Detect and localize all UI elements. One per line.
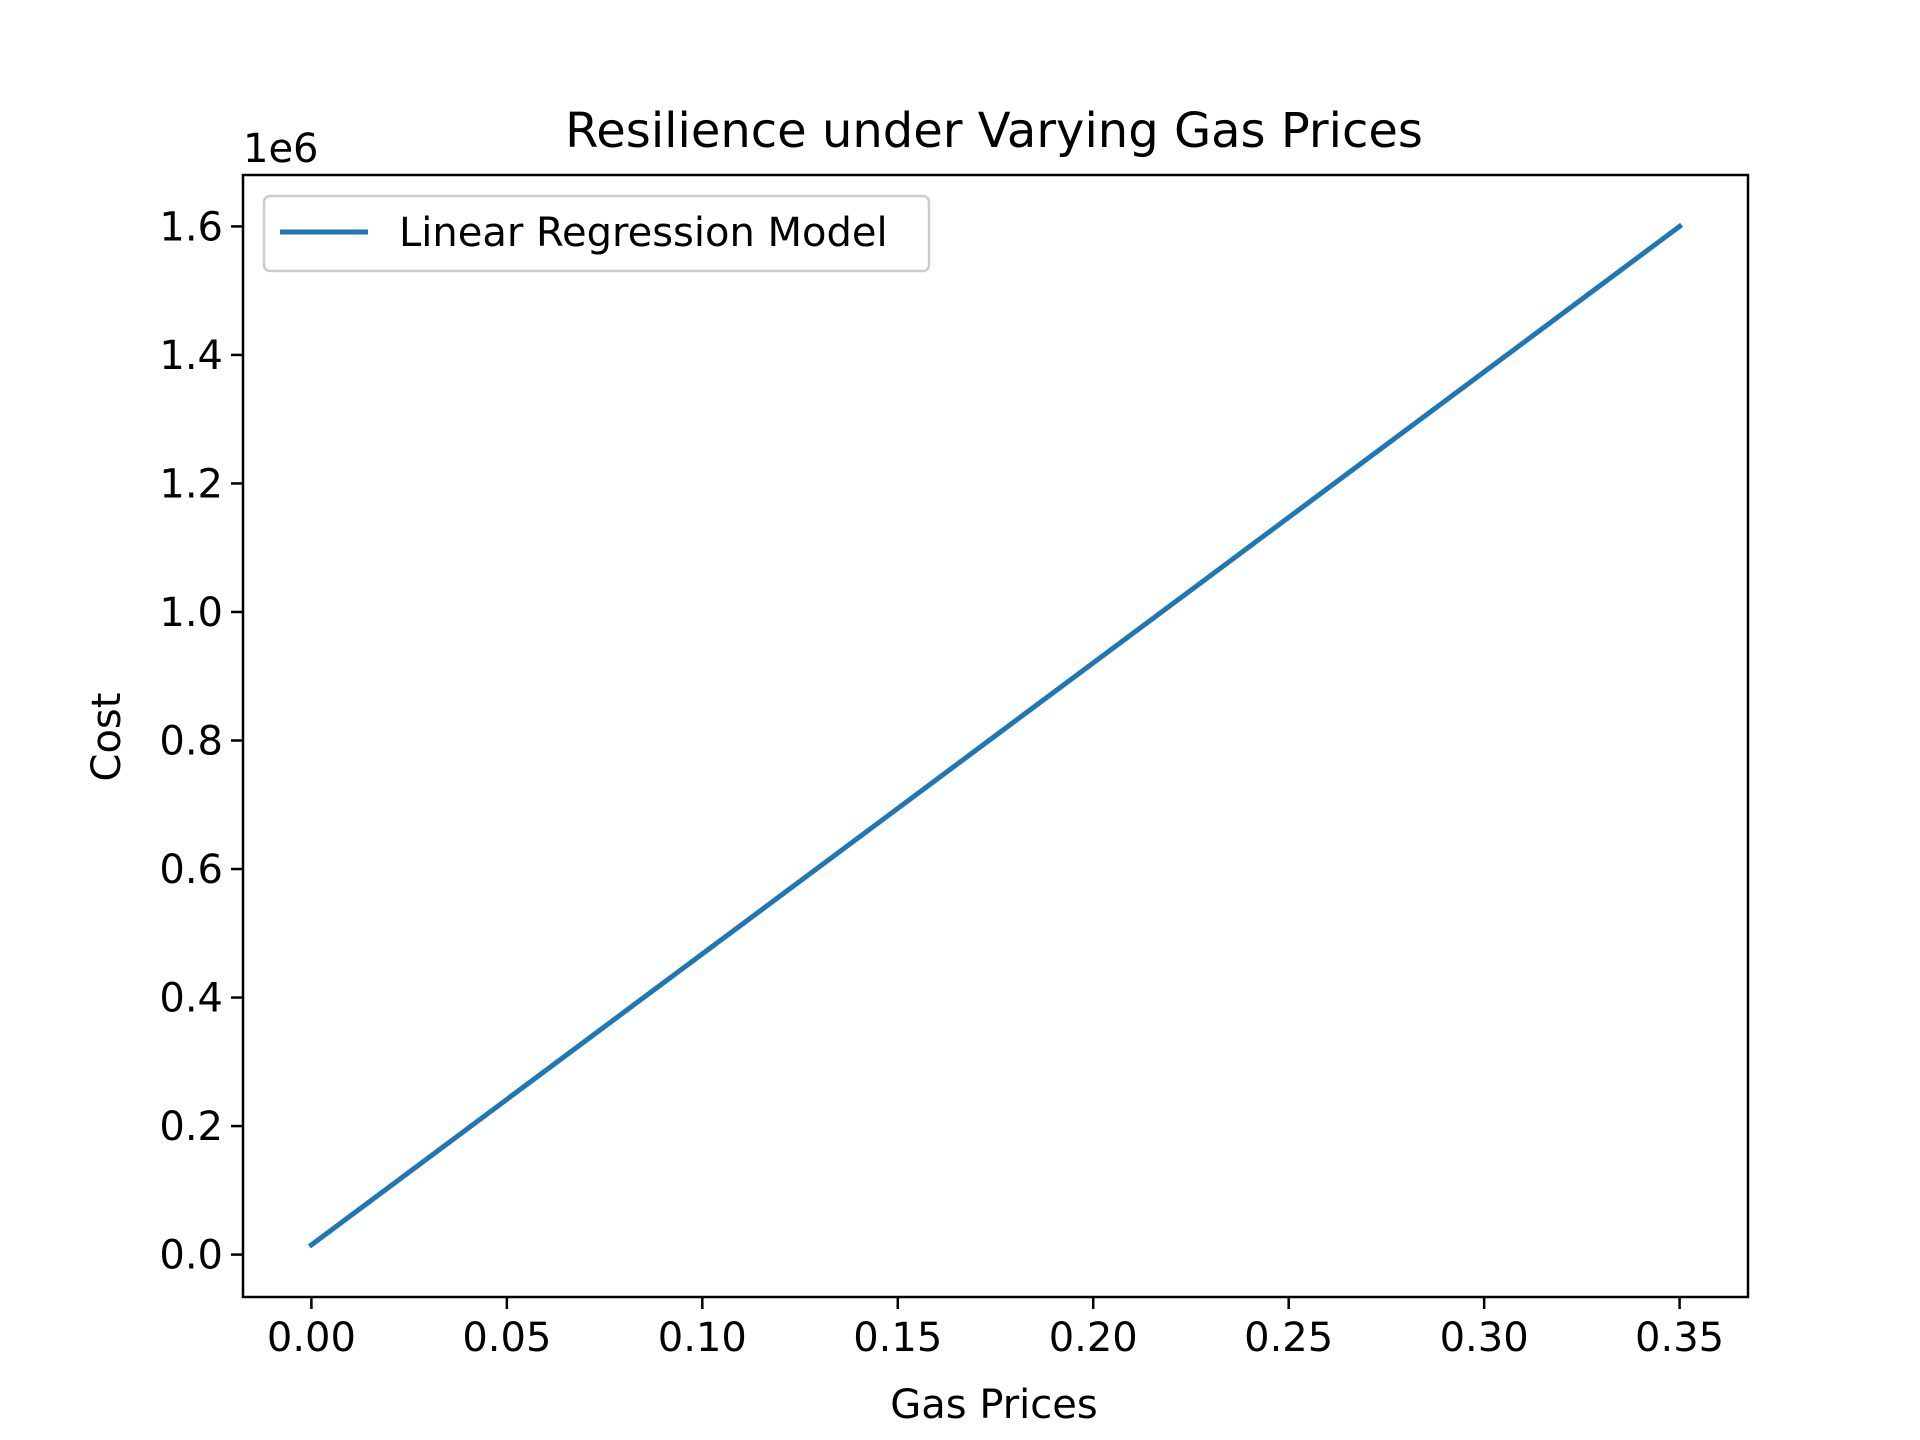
x-tick-label: 0.00	[267, 1315, 356, 1361]
legend-label-linear-regression: Linear Regression Model	[399, 210, 888, 256]
x-tick-label: 0.20	[1049, 1315, 1138, 1361]
x-tick-label: 0.35	[1635, 1315, 1724, 1361]
y-offset-label: 1e6	[243, 126, 319, 172]
x-tick-label: 0.25	[1244, 1315, 1333, 1361]
y-tick-label: 0.6	[159, 847, 223, 893]
y-axis-ticks: 0.0 0.2 0.4 0.6 0.8 1.0 1.2 1.4 1.6	[159, 204, 243, 1279]
chart-title: Resilience under Varying Gas Prices	[565, 103, 1423, 159]
series-layer	[307, 222, 1684, 1249]
x-axis-label: Gas Prices	[890, 1382, 1097, 1428]
legend: Linear Regression Model	[262, 194, 931, 273]
x-tick-label: 0.30	[1440, 1315, 1529, 1361]
y-tick-label: 0.8	[159, 718, 223, 764]
y-tick-label: 0.0	[159, 1233, 223, 1279]
series-line-linear-regression	[307, 222, 1684, 1249]
y-tick-label: 0.4	[159, 976, 223, 1022]
x-axis-ticks: 0.00 0.05 0.10 0.15 0.20 0.25 0.30 0.35	[267, 1297, 1724, 1361]
x-tick-label: 0.05	[462, 1315, 551, 1361]
x-tick-label: 0.15	[853, 1315, 942, 1361]
y-tick-label: 1.2	[159, 461, 223, 507]
legend-box	[262, 194, 931, 273]
y-tick-label: 1.4	[159, 333, 223, 379]
y-tick-label: 1.6	[159, 204, 223, 250]
plot-frame	[241, 173, 1750, 1299]
y-axis-label: Cost	[84, 693, 130, 782]
y-tick-label: 1.0	[159, 590, 223, 636]
x-tick-label: 0.10	[658, 1315, 747, 1361]
y-tick-label: 0.2	[159, 1104, 223, 1150]
